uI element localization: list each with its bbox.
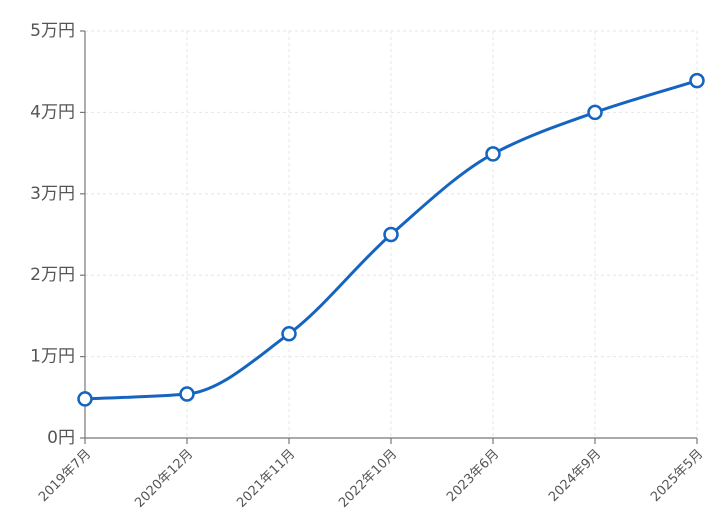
- y-tick-label: 0円: [47, 428, 75, 448]
- data-point: [587, 104, 603, 121]
- x-tick-label: 2020年12月: [132, 447, 196, 511]
- x-tick-label: 2019年7月: [36, 447, 94, 505]
- data-point: [281, 326, 297, 342]
- x-tick-label: 2023年6月: [444, 447, 502, 505]
- data-point: [485, 146, 501, 162]
- x-tick-label: 2021年11月: [234, 447, 298, 511]
- y-tick-label: 2万円: [30, 265, 75, 285]
- data-point: [77, 391, 93, 407]
- x-tick-label: 2024年9月: [546, 447, 604, 505]
- data-point: [689, 72, 705, 89]
- y-tick-label: 3万円: [30, 184, 75, 204]
- x-tick-label: 2022年10月: [336, 447, 400, 511]
- data-point: [179, 386, 195, 402]
- data-point: [383, 226, 399, 243]
- y-tick-label: 5万円: [30, 21, 75, 41]
- y-tick-label: 4万円: [30, 102, 75, 122]
- x-tick-label: 2025年5月: [648, 447, 706, 505]
- y-tick-label: 1万円: [30, 347, 75, 367]
